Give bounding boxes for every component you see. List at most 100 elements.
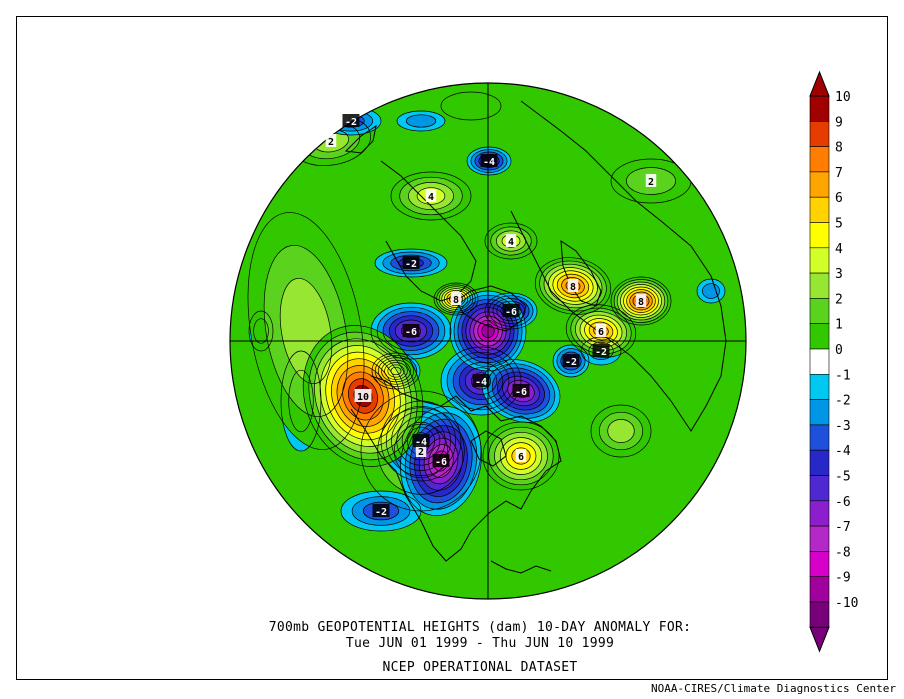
contour-line (588, 321, 614, 341)
colorbar-label: -6 (835, 495, 851, 510)
contour-label: 8 (450, 292, 462, 306)
contour-line (377, 357, 415, 385)
anomaly-band (441, 92, 501, 120)
colorbar-swatch (809, 475, 830, 502)
colorbar-label: -9 (835, 571, 851, 586)
contour-line (539, 260, 607, 312)
contour-line (543, 263, 603, 309)
contour-line (408, 182, 454, 210)
colorbar-label: 0 (835, 343, 843, 358)
colorbar-label: -10 (835, 596, 858, 611)
contour-line (613, 279, 669, 323)
contour-line (388, 315, 434, 347)
contour-label: 4 (505, 234, 517, 248)
contour-line (390, 254, 432, 272)
contour-line (384, 362, 408, 380)
contour-line (696, 278, 726, 304)
contour-label-box (595, 324, 607, 337)
contour-line (548, 267, 598, 305)
contour-label: -6 (512, 384, 530, 398)
caption-line-3: NCEP OPERATIONAL DATASET (382, 660, 578, 675)
contour-line (626, 167, 676, 195)
contour-line (342, 371, 384, 421)
contour-line (376, 306, 446, 356)
colorbar-label: -2 (835, 394, 851, 409)
contour-line (288, 369, 314, 433)
contour-line (387, 364, 405, 378)
contour-line (263, 244, 349, 418)
colorbar-label: 7 (835, 166, 843, 181)
contour-line (492, 298, 530, 324)
contour-label: 2 (645, 174, 657, 188)
contour-line (552, 344, 590, 378)
contour-line (351, 496, 411, 526)
contour-line (534, 257, 612, 315)
colorbar-swatch (809, 373, 830, 400)
contour-line (590, 404, 652, 458)
anomaly-field (230, 83, 746, 599)
colorbar-label: -8 (835, 545, 851, 560)
contour-label-box (342, 114, 360, 127)
coastline-greenland (455, 285, 527, 332)
coastline-eurasia (510, 100, 727, 432)
colorbar-swatch (809, 449, 830, 476)
contour-label-box (480, 154, 498, 167)
contour-label: 2 (325, 134, 337, 148)
colorbar-swatch (809, 222, 830, 249)
contour-line (423, 437, 459, 485)
colorbar-top-arrow (809, 70, 830, 97)
contour-label: -2 (592, 344, 610, 358)
colorbar-swatch (809, 146, 830, 173)
contour-line (629, 291, 653, 311)
colorbar-bottom-arrow (809, 626, 830, 653)
contour-line (607, 419, 635, 443)
map-boundary-circle (229, 82, 747, 600)
colorbar-label: 5 (835, 217, 843, 232)
coastline-scandinavia (560, 240, 602, 307)
contour-line (488, 295, 534, 327)
contour-label-box (402, 256, 420, 269)
contour-label-box (592, 344, 610, 357)
colorbar-swatch (809, 171, 830, 198)
contour-line (394, 319, 428, 343)
contour-label-text: 4 (428, 192, 434, 203)
coastline-asia-east (380, 160, 477, 302)
colorbar-swatch (809, 323, 830, 350)
colorbar-label: 6 (835, 191, 843, 206)
anomaly-band (702, 283, 720, 299)
contour-label-text: -2 (405, 259, 417, 270)
contour-line (561, 277, 585, 295)
contour-line (390, 171, 472, 221)
contour-label-box (450, 292, 462, 305)
contour-label-box (325, 134, 337, 147)
contour-label-text: -6 (515, 387, 527, 398)
contour-label-text: -4 (415, 437, 427, 448)
contour-line (484, 222, 538, 260)
contour-line (374, 248, 448, 278)
colorbar-swatch (809, 525, 830, 552)
anomaly-band (607, 419, 635, 443)
contour-line (556, 348, 586, 374)
contour-line (610, 276, 672, 326)
contour-label-text: -2 (595, 347, 607, 358)
contour-label: -2 (372, 504, 390, 518)
coastline-layer (344, 100, 727, 574)
colorbar-swatch (809, 601, 830, 628)
contour-line (626, 289, 656, 313)
contour-label-box (472, 374, 490, 387)
contour-label: -4 (472, 374, 490, 388)
graticule (230, 83, 746, 599)
contour-label-text: 8 (453, 295, 459, 306)
colorbar-label: 9 (835, 115, 843, 130)
contour-label-text: 2 (648, 177, 654, 188)
contour-label-box (645, 174, 657, 187)
contour-label: -2 (562, 354, 580, 368)
contour-label-box (505, 234, 517, 247)
contour-label-text: -2 (345, 117, 357, 128)
contour-label-text: -4 (475, 377, 487, 388)
contour-line (556, 273, 590, 299)
contour-label: -4 (412, 434, 430, 448)
contour-line (416, 187, 446, 205)
